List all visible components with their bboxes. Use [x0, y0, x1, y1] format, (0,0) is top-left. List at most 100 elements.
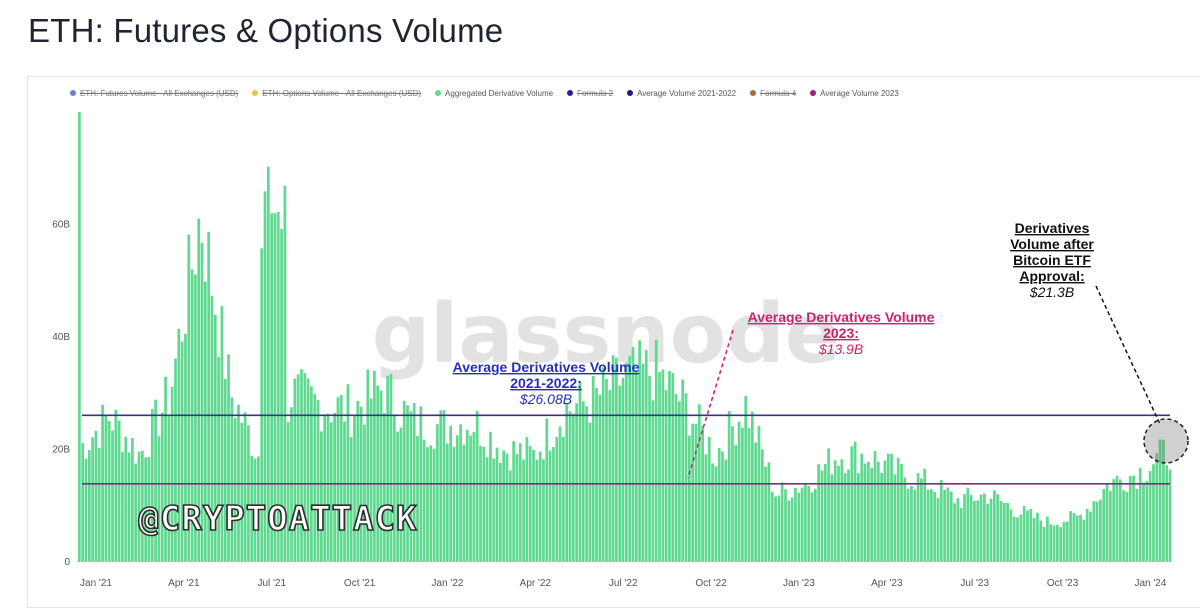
- bar: [704, 454, 708, 562]
- bar: [363, 424, 366, 562]
- legend-item[interactable]: Formula 4: [750, 89, 796, 98]
- bar: [1062, 522, 1066, 562]
- legend-item[interactable]: Formula 2: [567, 89, 613, 98]
- legend-label: Formula 4: [760, 88, 797, 98]
- legend-item[interactable]: ETH: Options Volume - All Exchanges (USD…: [252, 89, 421, 98]
- legend-item[interactable]: Aggregated Derivative Volume: [435, 89, 553, 98]
- bar: [989, 498, 993, 562]
- bar: [678, 401, 681, 562]
- x-tick-label: Jul '21: [257, 578, 286, 589]
- legend-dot-icon: [750, 90, 757, 96]
- bar: [386, 375, 390, 562]
- bar: [296, 374, 300, 562]
- annotation-etf-value: $21.3B: [1029, 284, 1074, 300]
- bar: [813, 488, 817, 562]
- annotation-etf-title: Volume after: [1010, 236, 1094, 252]
- bar: [522, 459, 525, 562]
- bar: [648, 375, 651, 562]
- y-tick-label: 40B: [52, 332, 70, 343]
- bar: [910, 486, 913, 562]
- bar: [591, 375, 595, 562]
- bar: [727, 411, 731, 562]
- bar: [1135, 488, 1139, 562]
- bar: [293, 378, 297, 562]
- bar: [1039, 520, 1043, 562]
- annotation-avg-2021-2022: Average Derivatives Volume2021-2022:$26.…: [453, 359, 640, 407]
- bar: [1085, 508, 1089, 562]
- bar: [568, 411, 572, 562]
- bar: [598, 394, 602, 562]
- bar: [121, 452, 124, 562]
- bar: [124, 436, 128, 562]
- bar: [213, 314, 217, 562]
- bar: [449, 425, 453, 562]
- bar: [346, 384, 350, 562]
- bar: [217, 357, 220, 562]
- bar: [326, 413, 330, 562]
- bar: [754, 442, 758, 562]
- bar: [847, 469, 850, 562]
- legend-label: ETH: Options Volume - All Exchanges (USD…: [262, 88, 422, 98]
- bar: [827, 448, 830, 562]
- bar: [495, 447, 499, 562]
- bar: [949, 491, 953, 562]
- bar: [757, 425, 761, 562]
- bar: [777, 495, 781, 562]
- bar: [830, 474, 834, 562]
- bar: [926, 489, 930, 562]
- bar: [867, 461, 870, 562]
- bar: [366, 369, 370, 562]
- legend-label: Formula 2: [577, 88, 614, 98]
- bar: [1125, 492, 1129, 562]
- annotation-etf-title: Derivatives: [1015, 220, 1090, 236]
- bar: [416, 435, 419, 562]
- bar: [608, 390, 612, 562]
- bar: [253, 458, 257, 562]
- bar: [439, 410, 443, 562]
- bar: [936, 497, 940, 562]
- bar: [784, 489, 787, 562]
- bar: [787, 500, 791, 562]
- annotation-avg-2023-title: 2023:: [823, 325, 859, 341]
- bar: [870, 467, 874, 562]
- bar: [329, 422, 333, 562]
- bar: [353, 416, 356, 562]
- annotation-avg-2023-value: $13.9B: [818, 341, 863, 357]
- legend-item[interactable]: Average Volume 2021-2022: [627, 89, 736, 98]
- bar: [1102, 489, 1106, 562]
- legend-label: Average Volume 2023: [820, 88, 899, 98]
- bar: [432, 448, 436, 562]
- bar: [290, 407, 293, 562]
- legend-item[interactable]: ETH: Futures Volume - All Exchanges (USD…: [70, 89, 238, 98]
- bar: [157, 436, 161, 562]
- bar: [1128, 475, 1132, 562]
- bar: [515, 453, 519, 562]
- bar: [615, 357, 618, 562]
- bar: [760, 449, 764, 562]
- bar: [164, 376, 167, 562]
- bar: [581, 401, 585, 562]
- legend-dot-icon: [435, 90, 442, 96]
- bar: [943, 489, 946, 562]
- bar: [1036, 512, 1039, 562]
- bar: [87, 449, 91, 562]
- bar: [84, 458, 88, 562]
- bar: [711, 463, 714, 562]
- bar: [107, 420, 111, 562]
- bar: [442, 410, 446, 562]
- x-tick-label: Jan '24: [1134, 578, 1166, 589]
- bar: [853, 441, 857, 562]
- bar: [694, 424, 698, 562]
- legend-item[interactable]: Average Volume 2023: [810, 89, 899, 98]
- bar: [1148, 471, 1152, 562]
- bar: [979, 494, 983, 562]
- x-tick-label: Oct '21: [344, 578, 376, 589]
- bar: [306, 378, 310, 562]
- bar: [356, 400, 360, 562]
- page-title: ETH: Futures & Options Volume: [28, 12, 504, 49]
- legend-dot-icon: [567, 90, 574, 96]
- bar: [840, 459, 844, 562]
- bar: [661, 369, 665, 562]
- bar: [1112, 479, 1116, 562]
